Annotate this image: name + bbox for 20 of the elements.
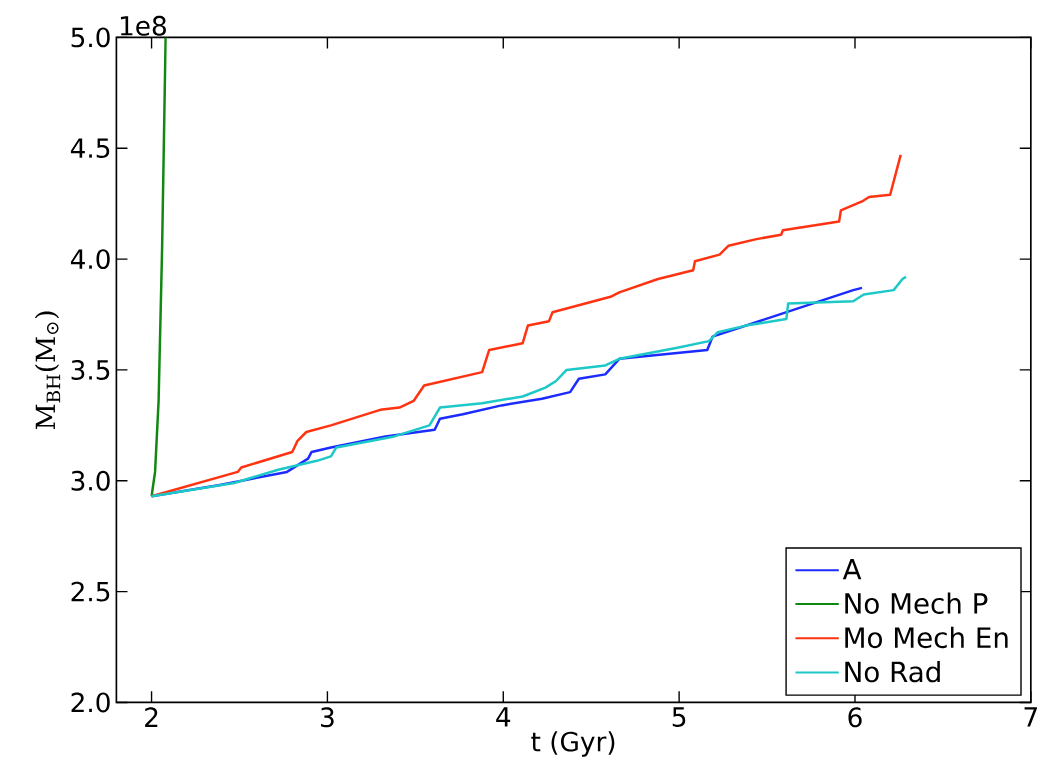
x-tick-label: 5	[672, 707, 686, 728]
x-tick-label: 4	[496, 707, 511, 727]
y-tick-label: 2.5	[71, 581, 110, 602]
x-tick-label: 6	[848, 707, 862, 728]
y-axis-title: M$_{BH}$(M$_{⊙}$)	[34, 311, 61, 430]
legend-label: A	[842, 559, 862, 580]
text: 1e8	[120, 16, 166, 36]
legend-label: Mo Mech En	[845, 626, 1008, 649]
y-tick-label: 4.0	[70, 249, 110, 270]
legend-label: No Rad	[845, 661, 940, 683]
y-tick-label: 3.0	[71, 471, 110, 491]
y-tick-label: 2.0	[71, 692, 110, 713]
x-tick-label: 7	[1024, 707, 1037, 727]
y-tick-label: 5.0	[71, 27, 110, 48]
legend-label: No Mech P	[845, 592, 988, 615]
y-tick-label: 3.5	[71, 360, 110, 381]
x-tick-label: 2	[145, 707, 158, 728]
y-tick-label: 4.5	[70, 138, 110, 159]
x-axis-title: t (Gyr)	[531, 731, 615, 757]
x-tick-label: 3	[321, 707, 334, 728]
